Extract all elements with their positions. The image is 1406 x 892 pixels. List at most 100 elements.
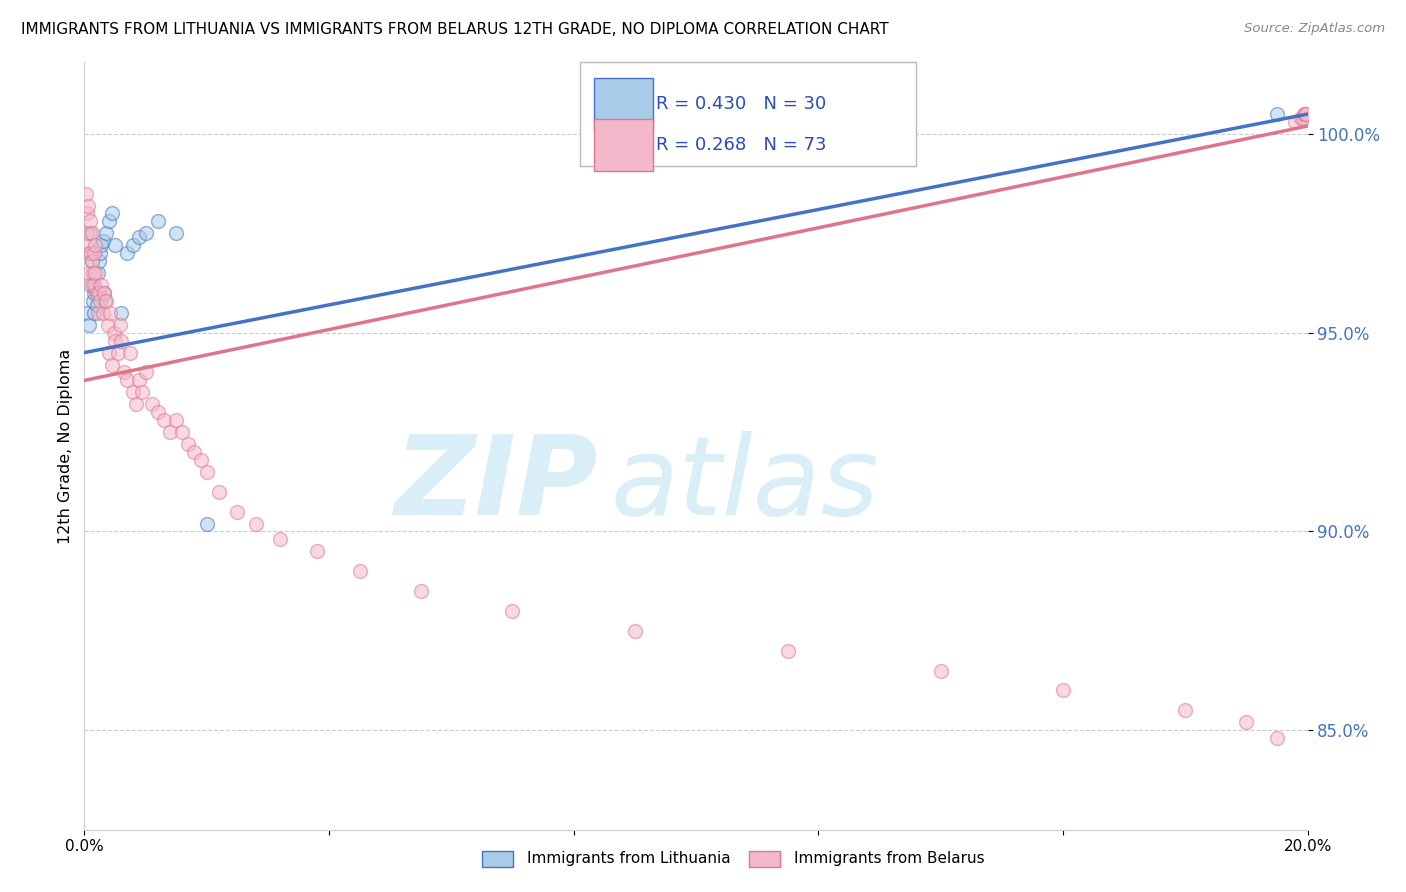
- Point: [77, 266, 100, 280]
- Point: [77, 318, 100, 332]
- Point: [80, 246, 103, 260]
- Point: [305, 544, 328, 558]
- Point: [112, 366, 135, 380]
- Point: [75, 238, 97, 252]
- Point: [1284, 115, 1306, 129]
- Point: [86, 298, 108, 312]
- Point: [82, 293, 104, 308]
- Point: [82, 278, 104, 293]
- Point: [146, 405, 169, 419]
- Point: [165, 227, 187, 241]
- Point: [349, 564, 371, 578]
- Point: [93, 285, 115, 300]
- Point: [82, 266, 104, 280]
- Point: [104, 238, 127, 252]
- Point: [101, 206, 124, 220]
- Point: [87, 254, 110, 268]
- FancyBboxPatch shape: [579, 62, 917, 166]
- Point: [97, 345, 120, 359]
- Point: [101, 358, 124, 372]
- Point: [87, 266, 110, 280]
- Point: [125, 397, 148, 411]
- Point: [94, 293, 117, 308]
- Point: [115, 246, 138, 260]
- Point: [195, 516, 218, 531]
- Point: [107, 345, 129, 359]
- Text: R = 0.430   N = 30: R = 0.430 N = 30: [655, 95, 825, 112]
- Point: [1291, 111, 1313, 125]
- Point: [1292, 111, 1315, 125]
- Point: [502, 604, 524, 618]
- Point: [104, 334, 127, 348]
- Point: [96, 227, 118, 241]
- Point: [1294, 107, 1316, 121]
- Point: [79, 227, 101, 241]
- Point: [1174, 703, 1197, 717]
- Point: [128, 230, 150, 244]
- FancyBboxPatch shape: [595, 78, 654, 129]
- Point: [79, 278, 101, 293]
- Point: [183, 445, 205, 459]
- Text: Immigrants from Belarus: Immigrants from Belarus: [794, 852, 986, 866]
- Point: [120, 345, 142, 359]
- Point: [141, 397, 163, 411]
- Point: [1295, 107, 1317, 121]
- Point: [84, 282, 107, 296]
- Text: ZIP: ZIP: [395, 431, 598, 538]
- Point: [165, 413, 187, 427]
- Point: [208, 484, 231, 499]
- Point: [108, 318, 131, 332]
- Point: [103, 326, 125, 340]
- Point: [80, 227, 103, 241]
- Point: [122, 238, 145, 252]
- Point: [1265, 107, 1288, 121]
- Point: [91, 235, 114, 249]
- Y-axis label: 12th Grade, No Diploma: 12th Grade, No Diploma: [58, 349, 73, 543]
- Point: [97, 318, 120, 332]
- Point: [89, 293, 111, 308]
- Point: [90, 278, 112, 293]
- Point: [190, 453, 212, 467]
- Point: [269, 533, 291, 547]
- Point: [110, 306, 132, 320]
- Point: [195, 465, 218, 479]
- Point: [90, 238, 112, 252]
- Point: [77, 246, 100, 260]
- Point: [110, 334, 132, 348]
- Point: [89, 246, 111, 260]
- Point: [115, 373, 138, 387]
- Text: Immigrants from Lithuania: Immigrants from Lithuania: [527, 852, 731, 866]
- Point: [84, 266, 107, 280]
- Point: [94, 293, 117, 308]
- Point: [776, 643, 799, 657]
- Point: [97, 214, 120, 228]
- Point: [1292, 107, 1315, 121]
- Text: IMMIGRANTS FROM LITHUANIA VS IMMIGRANTS FROM BELARUS 12TH GRADE, NO DIPLOMA CORR: IMMIGRANTS FROM LITHUANIA VS IMMIGRANTS …: [21, 22, 889, 37]
- Point: [624, 624, 647, 638]
- Point: [159, 425, 181, 439]
- Point: [153, 413, 176, 427]
- Point: [91, 306, 114, 320]
- FancyBboxPatch shape: [595, 119, 654, 171]
- Point: [79, 214, 101, 228]
- Point: [87, 306, 110, 320]
- Text: Source: ZipAtlas.com: Source: ZipAtlas.com: [1244, 22, 1385, 36]
- Text: R = 0.268   N = 73: R = 0.268 N = 73: [655, 136, 827, 154]
- Point: [131, 385, 153, 400]
- Point: [1236, 715, 1258, 730]
- Point: [135, 366, 157, 380]
- Point: [172, 425, 194, 439]
- Point: [83, 278, 105, 293]
- Point: [122, 385, 145, 400]
- Point: [83, 306, 105, 320]
- Point: [135, 227, 157, 241]
- Point: [177, 437, 200, 451]
- Point: [83, 246, 105, 260]
- Point: [76, 227, 98, 241]
- Text: atlas: atlas: [610, 431, 879, 538]
- Point: [146, 214, 169, 228]
- Point: [80, 254, 103, 268]
- Point: [83, 285, 105, 300]
- Point: [929, 664, 952, 678]
- Point: [1265, 731, 1288, 746]
